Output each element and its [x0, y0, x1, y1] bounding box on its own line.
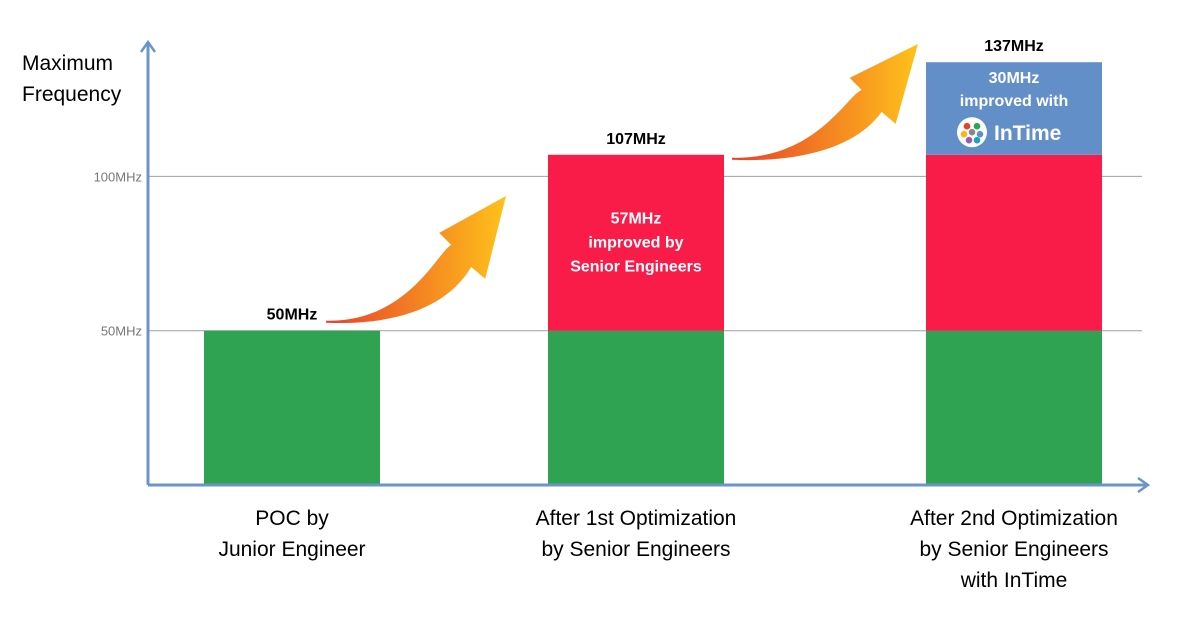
bar-total-label: 50MHz	[267, 307, 318, 324]
y-axis-title: Maximum	[22, 52, 113, 75]
logo-dot	[968, 128, 976, 136]
bar-2-segment-2	[548, 154, 724, 331]
logo-dot	[976, 130, 984, 138]
bar-total-label: 107MHz	[606, 131, 666, 148]
logo-dot	[960, 130, 968, 138]
logo-dot	[973, 136, 981, 144]
category-label: by Senior Engineers	[541, 538, 730, 561]
category-label: After 2nd Optimization	[910, 507, 1118, 530]
bar-3-segment-1	[926, 330, 1102, 485]
logo-text: InTime	[994, 122, 1061, 145]
y-tick-label: 50MHz	[101, 324, 142, 339]
bar-2-segment-1	[548, 330, 724, 485]
bar-1-segment-1	[204, 330, 380, 485]
segment-label-line: 57MHz	[611, 211, 662, 228]
segment-label-line: improved by	[588, 235, 683, 252]
segment-label-line: 30MHz	[989, 70, 1040, 87]
axes	[139, 39, 1151, 494]
x-axis-arrowhead	[1137, 476, 1151, 494]
intime-logo: InTime	[957, 117, 1061, 148]
segment-label-line: Senior Engineers	[570, 259, 702, 276]
category-label: POC by	[255, 507, 329, 530]
labels: 50MHz 100MHz 57MHz improved by Senior Engine…	[22, 38, 1118, 592]
y-axis-title: Frequency	[22, 83, 122, 106]
y-tick-label: 100MHz	[94, 169, 142, 184]
bar-3-segment-2	[926, 154, 1102, 331]
bars	[204, 62, 1102, 485]
bar-total-label: 137MHz	[984, 38, 1044, 55]
bar-3-segment-3	[926, 62, 1102, 155]
growth-arrow-1	[326, 196, 506, 323]
category-label: After 1st Optimization	[536, 507, 737, 530]
segment-label-line: improved with	[960, 93, 1068, 110]
y-axis-arrowhead	[139, 39, 157, 53]
logo-dot	[973, 122, 981, 130]
category-label: Junior Engineer	[218, 538, 365, 561]
logo-dot	[963, 122, 971, 130]
growth-arrow-2	[732, 44, 918, 161]
category-label: with InTime	[960, 569, 1068, 592]
growth-arrows	[326, 44, 918, 323]
logo-dot	[965, 136, 973, 144]
category-label: by Senior Engineers	[919, 538, 1108, 561]
